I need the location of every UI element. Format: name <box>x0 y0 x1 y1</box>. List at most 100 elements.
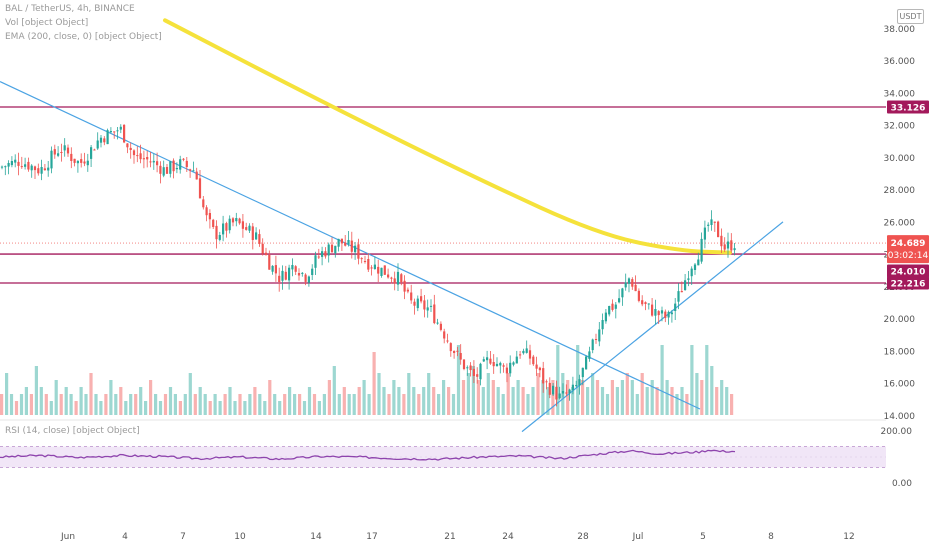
volume-bar <box>566 380 570 415</box>
candle-body <box>7 163 10 167</box>
volume-bar <box>163 394 168 415</box>
level-price-tag: 24.010 <box>891 268 926 278</box>
volume-bar <box>725 387 729 415</box>
candle-body <box>344 242 347 246</box>
volume-bar <box>377 373 381 415</box>
volume-bar <box>466 373 470 415</box>
volume-bar <box>710 366 714 415</box>
candle-body <box>172 160 175 172</box>
volume-bar <box>660 345 664 415</box>
volume-bar <box>84 394 88 415</box>
volume-bar <box>551 380 555 415</box>
candle-body <box>515 356 518 364</box>
candles <box>0 124 736 407</box>
candle-body <box>301 272 304 274</box>
candle-body <box>357 244 360 259</box>
volume-bar <box>99 401 103 415</box>
candle-body <box>268 254 271 270</box>
candle-body <box>278 275 281 282</box>
volume-bar <box>134 394 138 415</box>
candle-body <box>591 339 594 351</box>
candle-body <box>502 365 505 367</box>
candle-body <box>271 265 274 272</box>
volume-bar <box>79 387 83 415</box>
volume-bar <box>387 394 391 415</box>
level-price-tag-bg <box>887 264 929 278</box>
volume-bar <box>178 401 182 415</box>
candle-body <box>218 235 221 240</box>
volume-bar <box>546 387 550 415</box>
candle-body <box>347 240 350 245</box>
volume-bar <box>675 394 679 415</box>
candle-body <box>195 171 198 180</box>
price-tick-label: 36.000 <box>884 57 916 67</box>
candle-body <box>215 225 218 240</box>
level-price-tag: 22.216 <box>891 280 926 290</box>
level-price-tag: 33.126 <box>891 104 926 114</box>
candle-body <box>598 329 601 342</box>
volume-bar <box>715 387 719 415</box>
volume-bar <box>451 394 456 415</box>
candle-body <box>390 277 393 279</box>
candle-body <box>30 165 33 171</box>
candle-body <box>707 224 710 226</box>
volume-bar <box>89 373 93 415</box>
candle-body <box>205 207 208 216</box>
candle-body <box>139 153 142 160</box>
volume-bar <box>591 373 595 415</box>
volume-bar <box>208 401 212 415</box>
volume-bar <box>198 387 202 415</box>
candle-body <box>222 223 225 235</box>
candle-body <box>63 145 66 151</box>
candle-body <box>690 268 693 277</box>
candle-body <box>327 244 330 256</box>
candle-body <box>720 235 723 247</box>
volume-bar <box>347 394 351 415</box>
volume-bar <box>223 394 227 415</box>
ema-indicator-label[interactable]: EMA (200, close, 0) [object Object] <box>5 32 162 42</box>
candle-body <box>680 291 683 293</box>
candle-body <box>406 289 409 292</box>
volume-bar <box>447 387 451 415</box>
candle-body <box>377 266 380 274</box>
volume-bar <box>14 401 19 415</box>
candle-body <box>703 227 706 240</box>
volume-bar <box>620 380 624 415</box>
volume-bar <box>168 387 173 415</box>
volume-bar <box>471 366 475 415</box>
currency-badge[interactable]: USDT <box>897 9 924 24</box>
candle-body <box>393 278 396 284</box>
volume-bar <box>332 366 336 415</box>
candle-body <box>152 160 155 163</box>
candle-body <box>542 368 545 384</box>
volume-bar <box>173 394 177 415</box>
candle-body <box>241 221 244 229</box>
volume-bar <box>461 380 466 415</box>
candle-body <box>545 381 548 383</box>
candle-body <box>571 384 574 391</box>
volume-bar <box>243 401 247 415</box>
candle-body <box>311 268 314 275</box>
candle-body <box>624 282 627 288</box>
candle-body <box>169 161 172 174</box>
candle-body <box>0 166 4 168</box>
candle-body <box>492 362 495 367</box>
rsi-indicator-label[interactable]: RSI (14, close) [object Object] <box>5 426 140 436</box>
volume-bar <box>407 373 411 415</box>
vol-indicator-label[interactable]: Vol [object Object] <box>5 18 89 28</box>
candle-body <box>185 160 188 168</box>
candle-body <box>651 304 654 316</box>
volume-bar <box>74 401 78 415</box>
volume-bar <box>0 394 4 415</box>
volume-bar <box>44 394 48 415</box>
candle-body <box>50 150 53 169</box>
candle-body <box>248 225 251 231</box>
candle-body <box>525 348 528 353</box>
time-tick-label: 28 <box>577 532 589 542</box>
candle-body <box>528 350 532 359</box>
rsi-tick-label: 200.00 <box>881 427 913 437</box>
time-tick-label: 17 <box>366 532 377 542</box>
candle-body <box>255 232 258 240</box>
